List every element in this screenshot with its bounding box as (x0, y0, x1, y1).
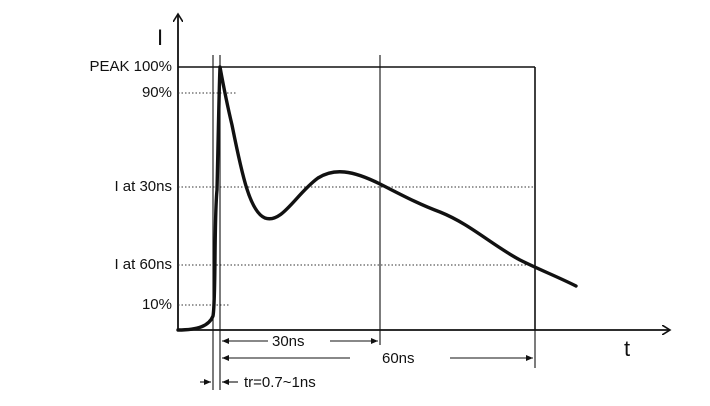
rise-time-label: tr=0.7~1ns (244, 374, 316, 391)
dim-30ns-label: 30ns (272, 333, 305, 350)
level-10-label: 10% (141, 296, 172, 313)
y-axis-label: I (157, 25, 164, 50)
dim-60ns-label: 60ns (382, 350, 415, 367)
level-90-label: 90% (141, 84, 172, 101)
level-60ns-label: I at 60ns (114, 256, 172, 273)
x-axis-label: t (624, 336, 631, 361)
level-30ns-label: I at 30ns (114, 178, 172, 195)
peak-label: PEAK 100% (89, 58, 172, 75)
esd-current-waveform (176, 65, 578, 332)
